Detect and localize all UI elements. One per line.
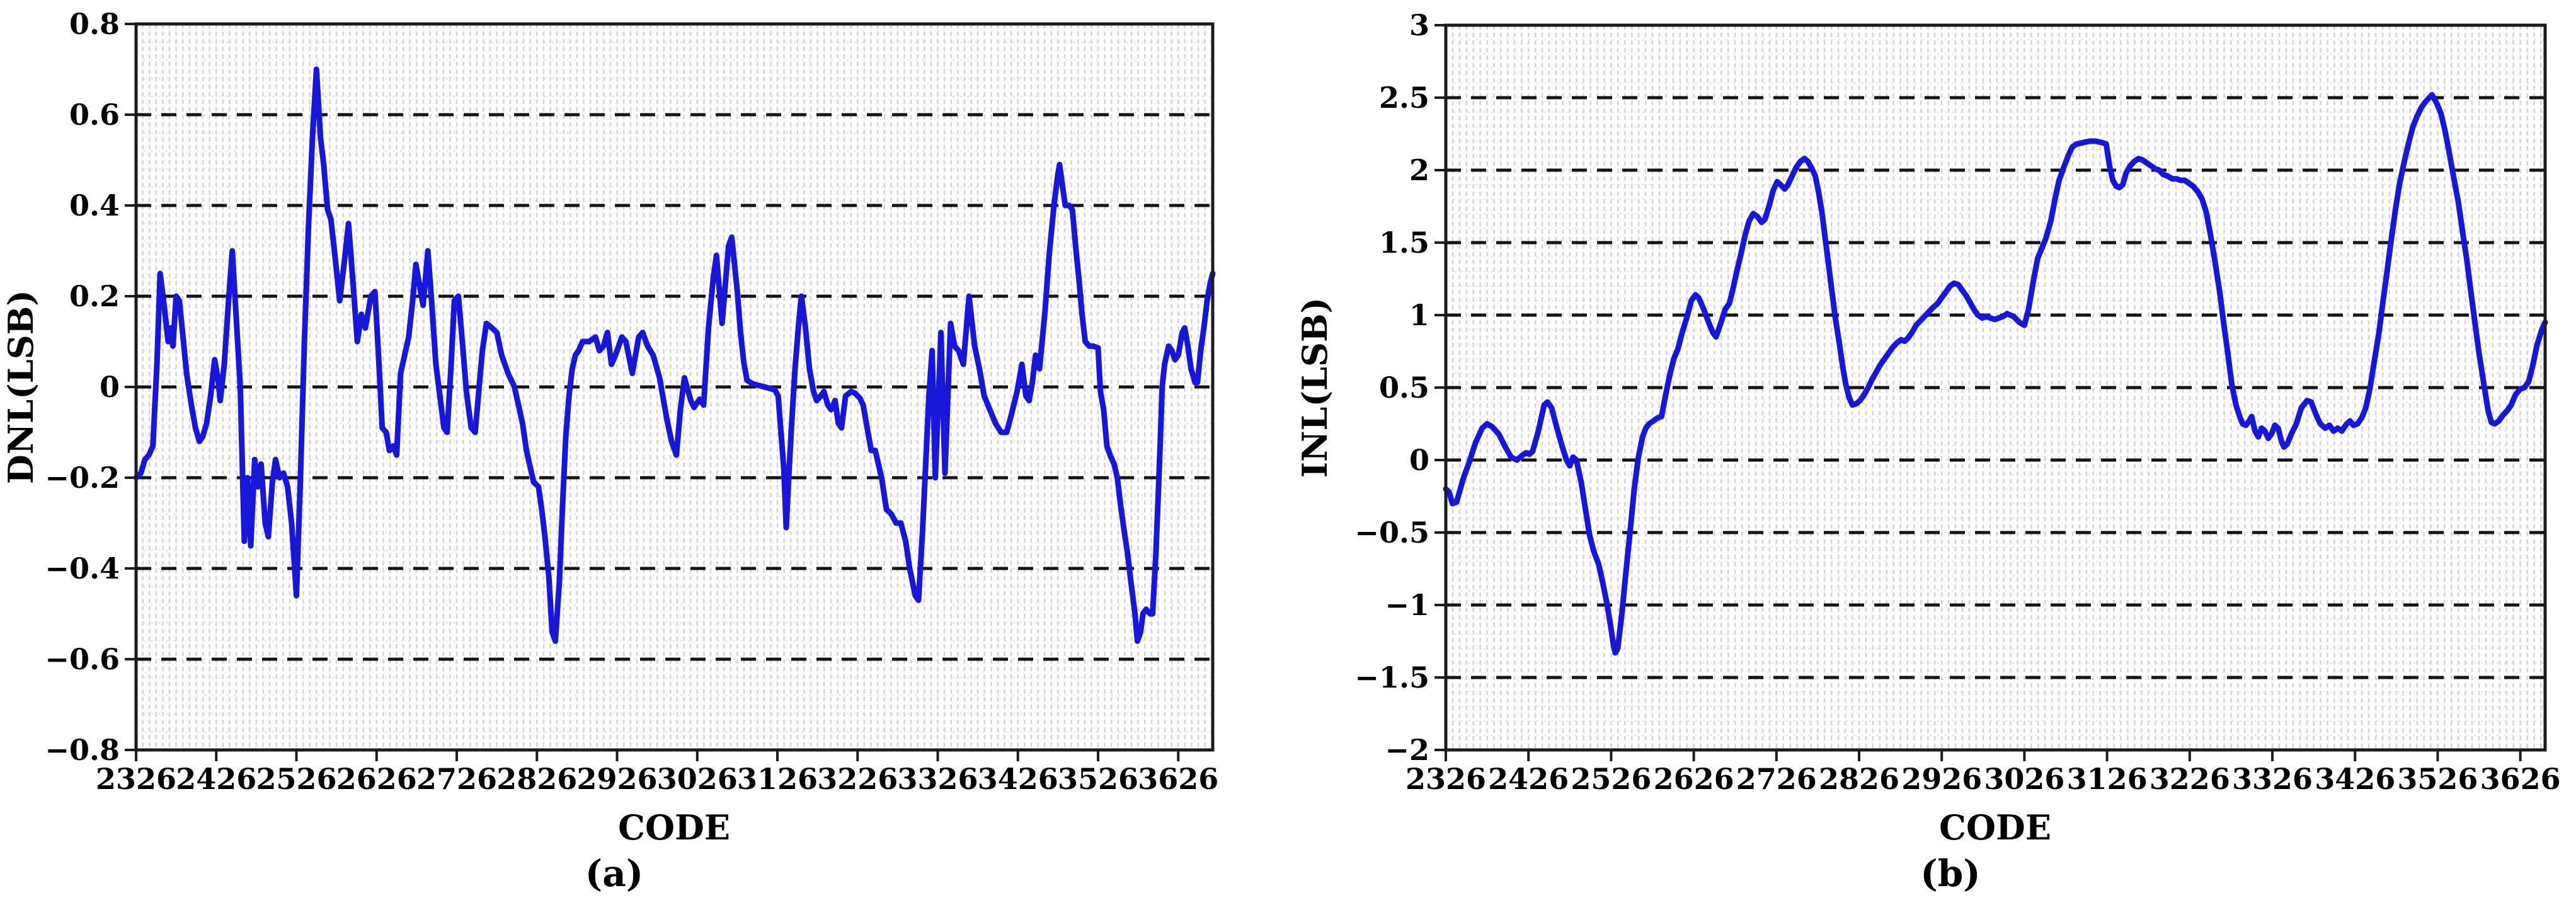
y-tick-label: −0.4 bbox=[45, 551, 120, 585]
dnl-x-axis-title: CODE bbox=[618, 807, 730, 848]
y-tick-label: −1 bbox=[1385, 588, 1429, 622]
x-tick-label: 3126 bbox=[2067, 762, 2148, 796]
y-tick-label: 0.6 bbox=[69, 98, 120, 132]
x-tick-label: 2526 bbox=[256, 762, 336, 796]
y-tick-label: 0.4 bbox=[69, 188, 120, 222]
x-tick-label: 2626 bbox=[336, 762, 417, 796]
x-tick-label: 2526 bbox=[1571, 762, 1651, 796]
subfigure-caption-a: (a) bbox=[585, 852, 644, 895]
x-tick-label: 2926 bbox=[1901, 762, 1982, 796]
y-tick-label: −0.2 bbox=[45, 461, 120, 495]
y-tick-label: −1.5 bbox=[1354, 660, 1429, 694]
x-tick-label: 2326 bbox=[96, 762, 176, 796]
x-tick-label: 2326 bbox=[1405, 762, 1486, 796]
dnl-y-axis-title: DNL(LSB) bbox=[1, 290, 41, 484]
y-tick-label: 1.5 bbox=[1379, 226, 1429, 260]
y-tick-label: 0.2 bbox=[69, 279, 120, 313]
x-tick-label: 3326 bbox=[2232, 762, 2313, 796]
y-tick-label: 0.5 bbox=[1379, 371, 1429, 405]
y-tick-label: −2 bbox=[1385, 733, 1429, 767]
x-tick-label: 2726 bbox=[416, 762, 497, 796]
y-tick-label: 0.8 bbox=[69, 7, 120, 41]
inl-line bbox=[1443, 91, 2548, 656]
x-tick-label: 3026 bbox=[1984, 762, 2064, 796]
y-tick-label: −0.6 bbox=[45, 642, 120, 676]
x-tick-label: 2926 bbox=[576, 762, 657, 796]
x-tick-label: 3426 bbox=[978, 762, 1058, 796]
dnl-chart: 2326 2426 2526 2626 2726 2826 2926 3026 3126 3226… bbox=[1, 7, 1218, 848]
x-tick-label: 2626 bbox=[1654, 762, 1734, 796]
x-tick-label: 3526 bbox=[1058, 762, 1138, 796]
x-tick-label: 3026 bbox=[657, 762, 738, 796]
x-tick-label: 3326 bbox=[898, 762, 978, 796]
x-tick-label: 3426 bbox=[2315, 762, 2395, 796]
y-tick-label: 0 bbox=[1409, 443, 1429, 477]
x-tick-label: 3126 bbox=[737, 762, 818, 796]
x-tick-label: 2826 bbox=[1819, 762, 1899, 796]
x-tick-label: 3226 bbox=[817, 762, 898, 796]
y-tick-label: −0.8 bbox=[45, 733, 120, 767]
inl-chart: 2326 2426 2526 2626 2726 2826 2926 3026 3126 3226… bbox=[1295, 8, 2561, 848]
y-tick-label: 2.5 bbox=[1379, 81, 1429, 115]
y-tick-label: −0.5 bbox=[1354, 516, 1429, 550]
x-tick-label: 3526 bbox=[2397, 762, 2478, 796]
y-tick-label: 3 bbox=[1409, 8, 1429, 42]
inl-y-axis-title: INL(LSB) bbox=[1295, 297, 1335, 478]
x-tick-label: 2826 bbox=[496, 762, 577, 796]
x-tick-label: 2426 bbox=[1488, 762, 1569, 796]
subfigure-caption-b: (b) bbox=[1920, 852, 1981, 895]
y-tick-label: 0 bbox=[100, 370, 120, 404]
y-tick-label: 1 bbox=[1409, 298, 1429, 332]
x-tick-label: 2426 bbox=[176, 762, 256, 796]
inl-x-axis-title: CODE bbox=[1939, 807, 2051, 848]
inl-plot-area: 2326 2426 2526 2626 2726 2826 2926 3026 3126 3226… bbox=[1354, 8, 2560, 796]
x-tick-label: 3626 bbox=[2480, 762, 2561, 796]
y-tick-label: 2 bbox=[1409, 153, 1429, 187]
dnl-plot-area: 2326 2426 2526 2626 2726 2826 2926 3026 3126 3226… bbox=[45, 7, 1218, 796]
x-tick-label: 3626 bbox=[1138, 762, 1218, 796]
x-tick-label: 3226 bbox=[2150, 762, 2230, 796]
x-tick-label: 2726 bbox=[1736, 762, 1817, 796]
dnl-line bbox=[133, 66, 1216, 644]
